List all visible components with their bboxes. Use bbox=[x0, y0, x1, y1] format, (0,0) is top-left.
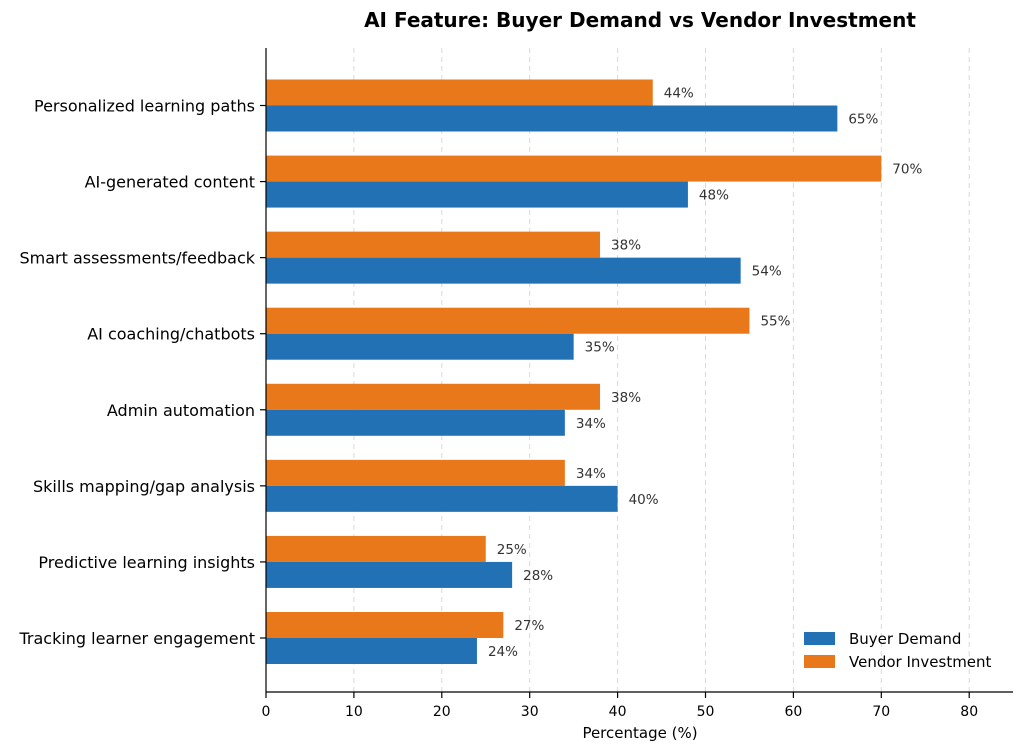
data-label-vendor: 27% bbox=[514, 618, 544, 634]
category-label: Skills mapping/gap analysis bbox=[33, 477, 255, 496]
category-label: Admin automation bbox=[107, 401, 255, 420]
category-label: Personalized learning paths bbox=[34, 97, 255, 116]
bar-buyer-demand bbox=[266, 637, 477, 664]
category-label: AI-generated content bbox=[85, 173, 255, 192]
category-label: AI coaching/chatbots bbox=[87, 325, 255, 344]
category-label: Tracking learner engagement bbox=[18, 629, 255, 648]
x-tick-label: 0 bbox=[262, 704, 271, 720]
x-tick-label: 30 bbox=[521, 704, 539, 720]
data-label-buyer: 24% bbox=[488, 644, 518, 660]
bar-buyer-demand bbox=[266, 181, 688, 208]
bar-vendor-investment bbox=[266, 459, 565, 486]
bar-buyer-demand bbox=[266, 333, 574, 360]
legend-label: Vendor Investment bbox=[849, 653, 992, 671]
data-label-buyer: 34% bbox=[576, 416, 606, 432]
bar-vendor-investment bbox=[266, 307, 750, 334]
data-label-vendor: 38% bbox=[611, 390, 641, 406]
bar-buyer-demand bbox=[266, 105, 838, 132]
x-tick-label: 20 bbox=[433, 704, 451, 720]
legend: Buyer Demand Vendor Investment bbox=[804, 630, 992, 671]
bar-vendor-investment bbox=[266, 535, 486, 562]
gridlines bbox=[353, 48, 970, 692]
legend-label: Buyer Demand bbox=[849, 630, 961, 648]
data-label-vendor: 38% bbox=[611, 238, 641, 254]
x-tick-label: 40 bbox=[609, 704, 627, 720]
x-tick-label: 60 bbox=[784, 704, 802, 720]
bars bbox=[266, 79, 882, 664]
legend-swatch bbox=[804, 655, 835, 668]
x-tick-label: 70 bbox=[872, 704, 890, 720]
bar-vendor-investment bbox=[266, 79, 653, 106]
data-label-buyer: 35% bbox=[585, 340, 615, 356]
x-tick-label: 10 bbox=[345, 704, 363, 720]
category-label: Predictive learning insights bbox=[38, 553, 255, 572]
bar-vendor-investment bbox=[266, 611, 504, 638]
category-label: Smart assessments/feedback bbox=[19, 249, 255, 268]
bar-vendor-investment bbox=[266, 383, 601, 410]
data-label-buyer: 40% bbox=[629, 492, 659, 508]
bar-buyer-demand bbox=[266, 561, 513, 588]
x-tick-label: 80 bbox=[960, 704, 978, 720]
data-label-buyer: 28% bbox=[523, 568, 553, 584]
data-label-buyer: 54% bbox=[752, 264, 782, 280]
x-axis: 0 10 20 30 40 50 60 70 80 bbox=[260, 48, 1013, 720]
data-label-vendor: 70% bbox=[892, 162, 922, 178]
data-label-vendor: 25% bbox=[497, 542, 527, 558]
legend-swatch bbox=[804, 632, 835, 645]
data-labels: 44% 65% 70% 48% 38% 54% 55% 35% 38% 34% 34% 40% 25% 2… bbox=[488, 86, 923, 660]
data-label-buyer: 65% bbox=[848, 112, 878, 128]
bar-buyer-demand bbox=[266, 257, 741, 284]
bar-buyer-demand bbox=[266, 409, 565, 436]
bar-vendor-investment bbox=[266, 155, 882, 182]
data-label-vendor: 55% bbox=[760, 314, 790, 330]
bar-buyer-demand bbox=[266, 485, 618, 512]
data-label-vendor: 44% bbox=[664, 86, 694, 102]
chart-title: AI Feature: Buyer Demand vs Vendor Inves… bbox=[364, 8, 916, 32]
x-axis-label: Percentage (%) bbox=[582, 724, 697, 742]
x-tick-label: 50 bbox=[697, 704, 715, 720]
category-labels: Personalized learning paths AI-generated … bbox=[18, 97, 255, 648]
data-label-buyer: 48% bbox=[699, 188, 729, 204]
data-label-vendor: 34% bbox=[576, 466, 606, 482]
bar-vendor-investment bbox=[266, 231, 601, 258]
